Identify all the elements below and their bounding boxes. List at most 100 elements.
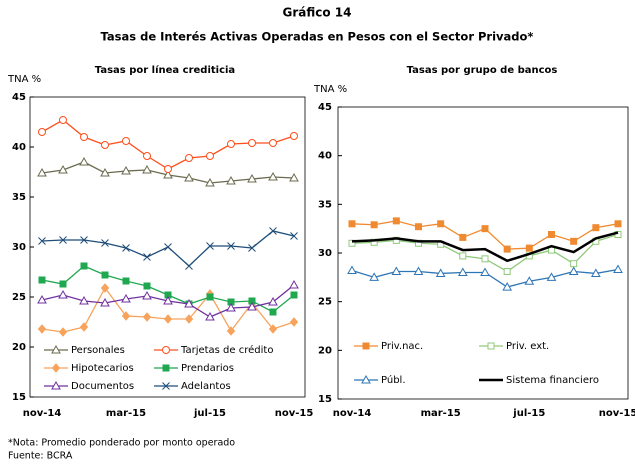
marker <box>459 252 467 260</box>
marker <box>185 154 193 162</box>
marker <box>163 295 173 305</box>
marker <box>289 279 299 289</box>
y-tick-label: 40 <box>12 142 26 153</box>
marker <box>121 293 131 303</box>
series-line <box>351 233 619 273</box>
marker <box>122 244 130 252</box>
marker <box>348 220 356 228</box>
marker <box>503 267 511 275</box>
marker <box>248 139 256 147</box>
marker <box>59 236 67 244</box>
marker <box>143 253 151 261</box>
marker <box>100 297 110 307</box>
y-tick-label: 35 <box>12 192 26 203</box>
y-tick-label: 30 <box>318 248 332 259</box>
marker <box>391 266 402 275</box>
marker <box>79 322 89 332</box>
legend-marker <box>361 374 371 384</box>
marker <box>392 217 400 225</box>
marker <box>164 165 172 173</box>
series-line <box>351 220 619 250</box>
y-tick-label: 45 <box>318 102 332 113</box>
marker <box>122 137 130 145</box>
legend-label: Adelantos <box>181 381 231 392</box>
marker <box>370 221 378 229</box>
marker <box>122 277 130 285</box>
marker <box>164 243 172 251</box>
marker <box>184 314 194 324</box>
x-tick-label: jul-15 <box>193 408 226 419</box>
marker <box>437 220 445 228</box>
marker <box>480 267 490 276</box>
y-tick-label: 45 <box>12 92 26 103</box>
marker <box>142 164 152 174</box>
marker <box>58 164 68 174</box>
legend-label: Hipotecarios <box>71 363 134 374</box>
marker <box>80 262 88 270</box>
marker <box>121 165 131 175</box>
marker <box>163 314 173 324</box>
marker <box>290 232 298 240</box>
marker <box>570 237 578 245</box>
legend-marker <box>487 342 495 350</box>
marker <box>79 156 89 166</box>
marker <box>289 317 299 327</box>
x-tick-label: nov-14 <box>333 408 372 419</box>
y-tick-label: 30 <box>12 242 26 253</box>
marker <box>38 128 46 136</box>
marker <box>570 260 578 268</box>
marker <box>613 264 623 274</box>
marker <box>548 231 555 239</box>
marker <box>143 282 151 290</box>
marker <box>502 282 513 291</box>
marker <box>100 283 110 293</box>
y-tick-label: 40 <box>318 151 332 162</box>
marker <box>184 298 194 308</box>
marker <box>101 271 109 279</box>
page-title: Gráfico 14 <box>283 6 352 20</box>
marker <box>525 244 533 252</box>
marker <box>247 173 257 183</box>
marker <box>459 233 467 241</box>
series-line <box>41 119 295 170</box>
y-tick-label: 15 <box>318 394 332 405</box>
marker <box>435 268 446 277</box>
marker <box>413 266 424 275</box>
legend-label: Sistema financiero <box>506 375 599 386</box>
page-subtitle: Tasas de Interés Activas Operadas en Pes… <box>101 30 534 44</box>
y-tick-label: 25 <box>12 292 26 303</box>
marker <box>38 237 46 245</box>
marker <box>614 220 622 228</box>
marker <box>226 326 236 336</box>
series-line <box>41 265 295 313</box>
marker <box>59 280 67 288</box>
marker <box>503 245 511 253</box>
marker <box>79 295 89 305</box>
x-tick-label: nov-15 <box>599 408 635 419</box>
legend-marker <box>162 364 170 372</box>
marker <box>206 242 214 250</box>
marker <box>247 301 257 311</box>
x-tick-label: nov-14 <box>23 408 62 419</box>
marker <box>269 227 277 235</box>
legend-marker <box>162 382 170 390</box>
chart-title: Tasas por grupo de bancos <box>407 65 558 76</box>
marker <box>568 266 579 275</box>
marker <box>101 239 109 247</box>
marker <box>481 255 489 263</box>
marker <box>58 289 68 299</box>
y-axis-label: TNA % <box>313 84 347 95</box>
legend-marker <box>51 363 61 373</box>
marker <box>226 175 236 185</box>
source: Fuente: BCRA <box>8 451 73 462</box>
marker <box>121 311 131 321</box>
marker <box>227 140 235 148</box>
marker <box>289 172 299 182</box>
marker <box>59 116 67 124</box>
series-line <box>41 230 295 267</box>
legend-label: Tarjetas de crédito <box>180 344 273 356</box>
marker <box>205 311 215 321</box>
marker <box>37 324 47 334</box>
marker <box>142 312 152 322</box>
